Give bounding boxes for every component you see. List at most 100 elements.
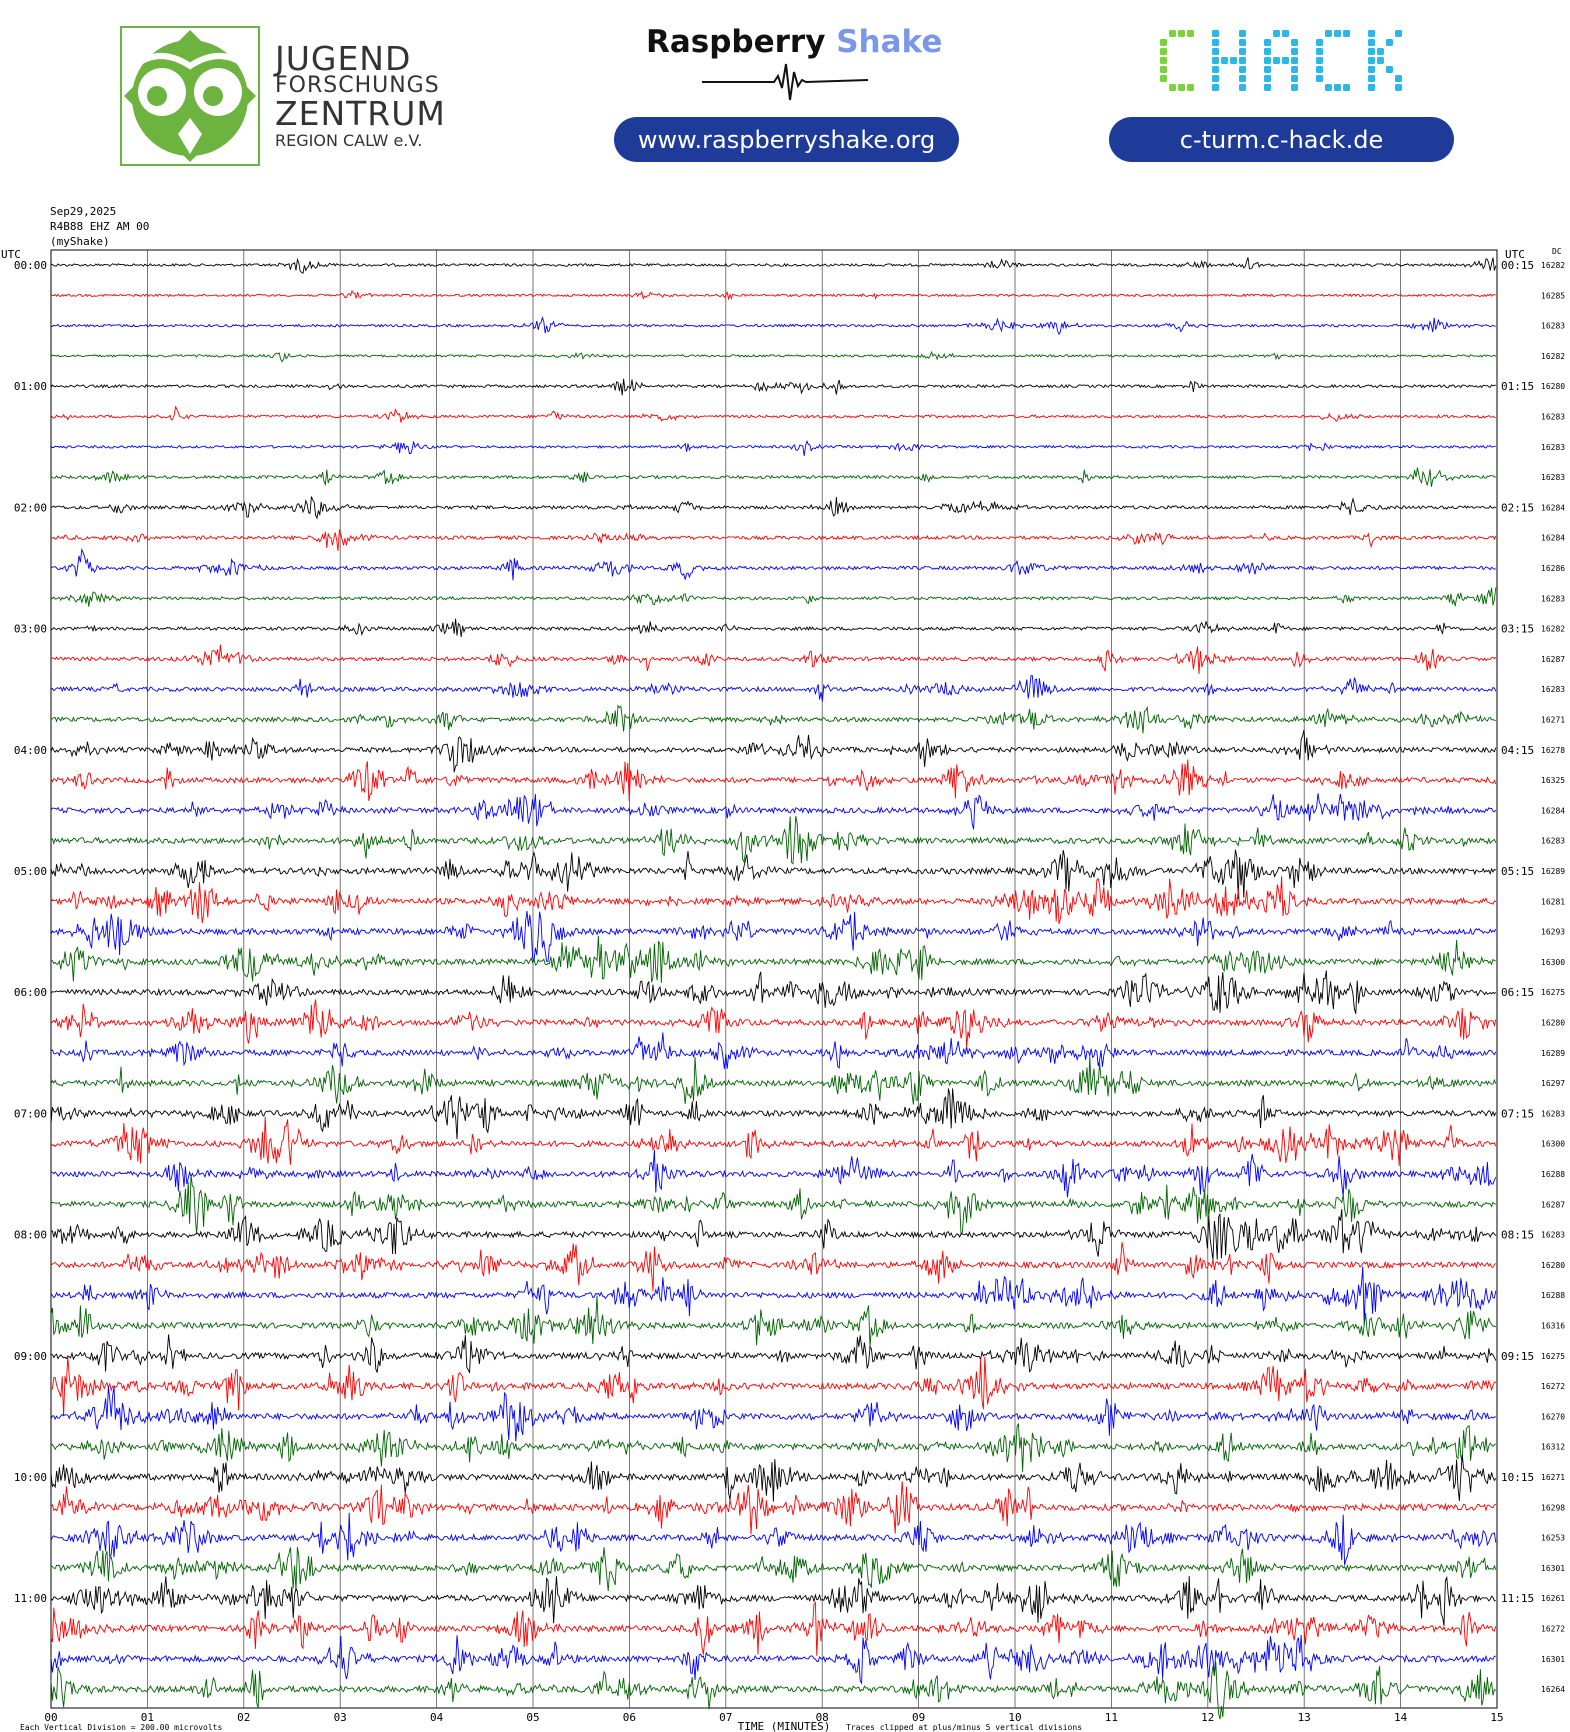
chack-pixel xyxy=(1368,75,1375,82)
jfz-line2: FORSCHUNGS xyxy=(275,73,440,98)
dc-value: 16300 xyxy=(1541,1140,1565,1149)
trace-line xyxy=(50,1032,1497,1070)
dc-value: 16284 xyxy=(1541,503,1565,512)
trace-line xyxy=(50,440,1496,456)
chack-pixel xyxy=(1395,30,1402,37)
chack-pixel xyxy=(1212,75,1219,82)
chack-pixel xyxy=(1239,84,1246,91)
dc-value: 16283 xyxy=(1541,473,1565,482)
hour-label-left: 00:00 xyxy=(14,259,47,272)
dc-value: 16325 xyxy=(1541,776,1565,785)
chack-pixel xyxy=(1160,57,1167,64)
jfz-owl-logo xyxy=(120,26,260,166)
chack-pixel xyxy=(1264,39,1271,46)
x-tick-label: 03 xyxy=(334,1711,347,1724)
x-tick-label: 05 xyxy=(526,1711,539,1724)
hour-label-left: 02:00 xyxy=(14,501,47,514)
trace-line xyxy=(50,1242,1497,1292)
x-tick-label: 12 xyxy=(1201,1711,1214,1724)
chack-pixel xyxy=(1273,57,1280,64)
footer-clip-note: Traces clipped at plus/minus 5 vertical … xyxy=(846,1723,1082,1732)
footer-scale-note: Each Vertical Division = 200.00 microvol… xyxy=(20,1723,222,1732)
trace-line xyxy=(50,405,1496,423)
chack-pixel xyxy=(1325,30,1332,37)
hour-label-right: 00:15 xyxy=(1501,259,1534,272)
dc-value: 16285 xyxy=(1541,291,1565,300)
dc-value: 16283 xyxy=(1541,685,1565,694)
trace-line xyxy=(50,876,1497,925)
trace-line xyxy=(50,1356,1497,1416)
hour-label-right: 05:15 xyxy=(1501,865,1534,878)
chack-pixel xyxy=(1316,48,1323,55)
trace-line xyxy=(50,587,1497,607)
network-name: (myShake) xyxy=(50,235,110,248)
station-meta: Sep29,2025 R4B88 EHZ AM 00 (myShake) xyxy=(50,204,149,249)
chack-pixel xyxy=(1212,57,1219,64)
trace-line xyxy=(50,618,1497,637)
trace-line xyxy=(50,1056,1497,1105)
jfz-line3: ZENTRUM xyxy=(275,94,446,133)
chack-pixel xyxy=(1395,75,1402,82)
hour-label-left: 01:00 xyxy=(14,380,47,393)
chack-pixel xyxy=(1212,30,1219,37)
hour-label-left: 09:00 xyxy=(14,1350,47,1363)
left-axis-title: UTC xyxy=(1,248,21,261)
hour-label-right: 10:15 xyxy=(1501,1471,1534,1484)
trace-line xyxy=(50,467,1496,487)
trace-line xyxy=(50,999,1497,1048)
trace-line xyxy=(50,729,1497,773)
chack-pixel xyxy=(1169,30,1176,37)
chack-pixel xyxy=(1169,84,1176,91)
chack-pixel xyxy=(1264,48,1271,55)
trace-line xyxy=(50,1454,1497,1502)
chack-pixel xyxy=(1343,84,1350,91)
trace-line xyxy=(50,1088,1497,1140)
seismic-squiggle-icon xyxy=(702,63,869,101)
x-axis-label: TIME (MINUTES) xyxy=(738,1720,831,1732)
trace-line xyxy=(50,496,1497,520)
raspberryshake-url-link[interactable]: www.raspberryshake.org xyxy=(614,117,959,162)
dc-value: 16288 xyxy=(1541,1170,1565,1179)
chack-pixel xyxy=(1368,39,1375,46)
hour-label-left: 04:00 xyxy=(14,744,47,757)
dc-value: 16282 xyxy=(1541,261,1565,270)
x-tick-label: 01 xyxy=(141,1711,154,1724)
dc-value: 16271 xyxy=(1541,1473,1565,1482)
trace-line xyxy=(50,849,1497,900)
hour-label-left: 10:00 xyxy=(14,1471,47,1484)
chack-pixel xyxy=(1334,84,1341,91)
trace-line xyxy=(50,315,1496,336)
chack-pixel xyxy=(1239,66,1246,73)
trace-line xyxy=(50,759,1497,802)
hour-label-right: 06:15 xyxy=(1501,986,1534,999)
chack-pixel xyxy=(1239,48,1246,55)
chack-pixel xyxy=(1368,57,1375,64)
hour-label-right: 11:15 xyxy=(1501,1592,1534,1605)
trace-line xyxy=(50,935,1496,983)
trace-line xyxy=(50,378,1496,396)
chack-url-link[interactable]: c-turm.c-hack.de xyxy=(1109,117,1454,162)
chack-pixel xyxy=(1230,57,1237,64)
trace-line xyxy=(50,644,1497,674)
trace-line xyxy=(50,793,1497,830)
chack-pixel xyxy=(1291,75,1298,82)
chack-pixel xyxy=(1187,30,1194,37)
hour-label-left: 06:00 xyxy=(14,986,47,999)
dc-value: 16270 xyxy=(1541,1412,1565,1421)
trace-line xyxy=(50,1116,1497,1167)
trace-layer xyxy=(50,257,1497,1720)
plot-frame xyxy=(50,249,1498,1709)
dc-value: 16287 xyxy=(1541,1200,1565,1209)
chack-pixel xyxy=(1264,75,1271,82)
chack-pixel xyxy=(1239,39,1246,46)
chack-pixel xyxy=(1212,84,1219,91)
jfz-wordmark: JUGEND FORSCHUNGS ZENTRUM REGION CALW e.… xyxy=(275,42,446,149)
trace-line xyxy=(50,1149,1497,1198)
x-tick-label: 04 xyxy=(430,1711,444,1724)
chack-pixel xyxy=(1377,48,1384,55)
chack-pixel xyxy=(1282,57,1289,64)
chack-pixel xyxy=(1386,66,1393,73)
chack-pixel xyxy=(1368,84,1375,91)
chack-pixel xyxy=(1368,66,1375,73)
dc-value: 16284 xyxy=(1541,534,1565,543)
